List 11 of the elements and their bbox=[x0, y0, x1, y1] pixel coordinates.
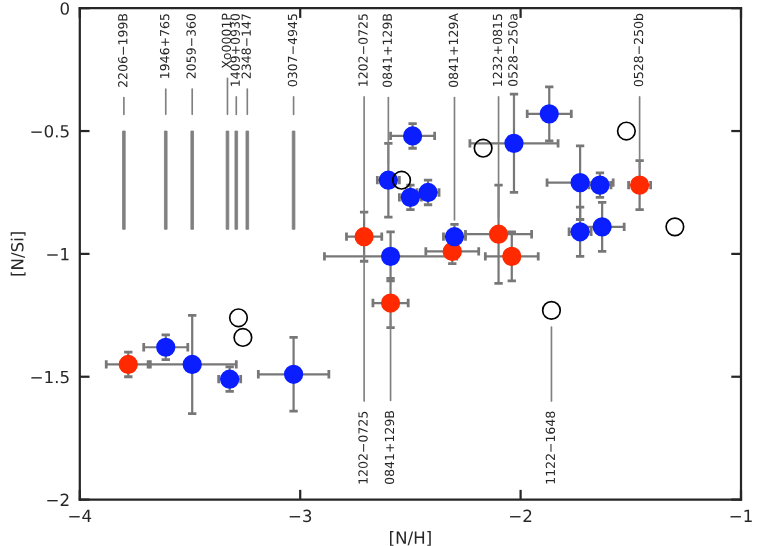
y-tick-label: −1 bbox=[47, 248, 69, 261]
x-tick-label: −3 bbox=[289, 509, 312, 523]
x-tick-label: −2 bbox=[510, 509, 532, 522]
y-tick-label: 0 bbox=[60, 2, 69, 15]
x-tick-label: −1 bbox=[730, 509, 752, 522]
y-tick-label: −2 bbox=[47, 493, 69, 506]
y-axis-title: [N/Si] bbox=[10, 232, 26, 276]
x-tick-label: −4 bbox=[69, 509, 92, 522]
x-axis-title: [N/H] bbox=[390, 531, 431, 546]
y-tick-label: −0.5 bbox=[31, 125, 69, 138]
y-tick-label: −1.5 bbox=[31, 370, 69, 384]
